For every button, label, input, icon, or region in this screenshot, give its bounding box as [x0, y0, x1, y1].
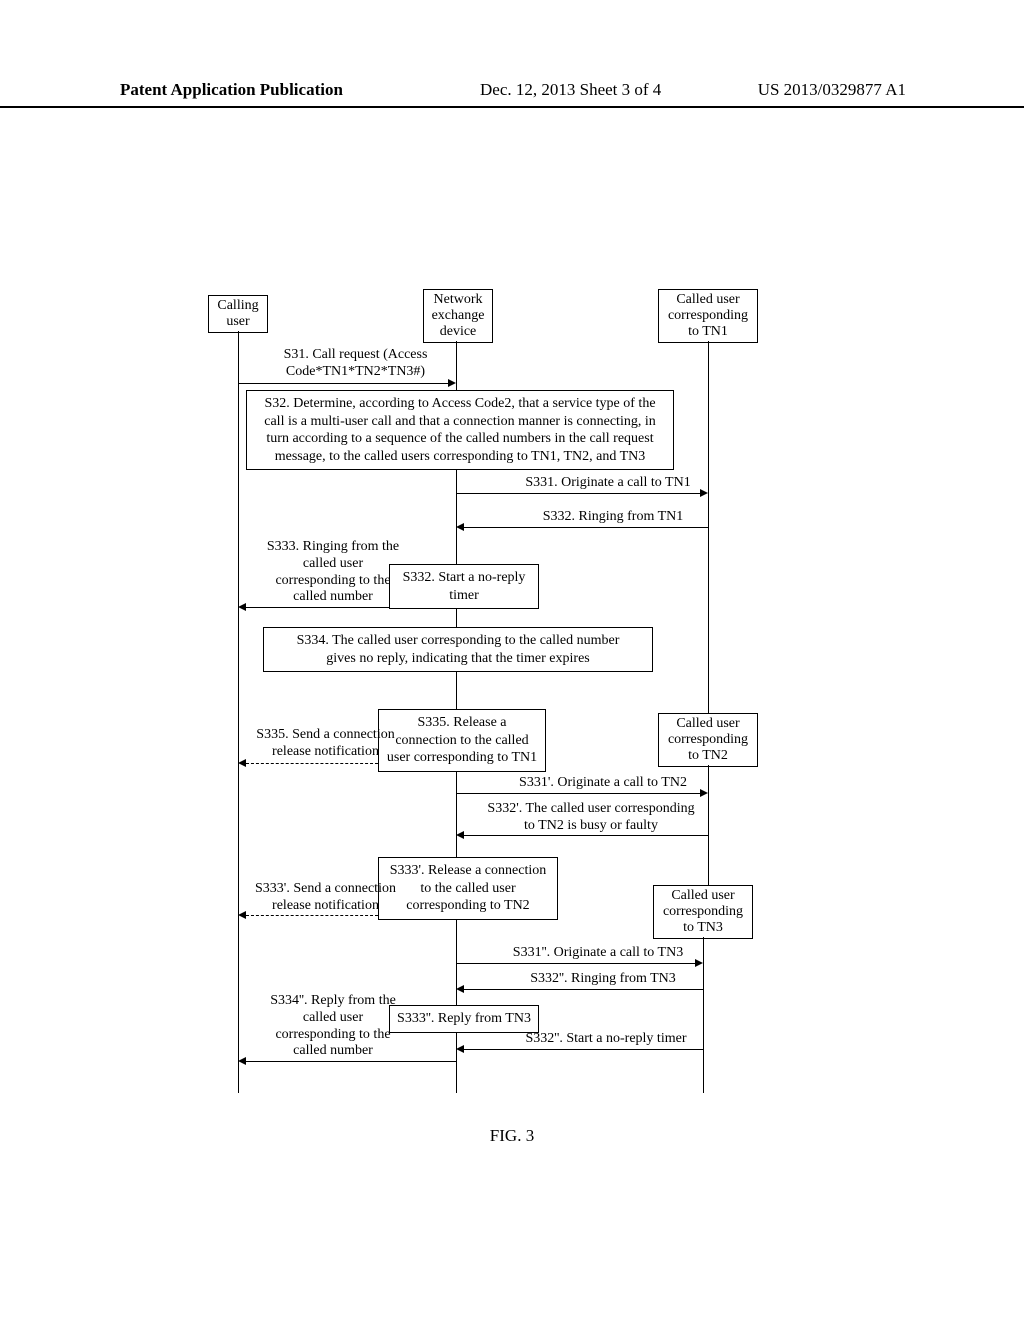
arrowhead-s31 — [448, 379, 456, 387]
arrow-s332pp-timer — [464, 1049, 703, 1050]
arrow-s332pp — [464, 989, 703, 990]
actor-calling-user: Callinguser — [208, 295, 268, 333]
arrow-s333p — [246, 915, 378, 916]
label-s331pp: S331''. Originate a call to TN3 — [493, 945, 703, 962]
label-s333p-msg: S333'. Send a connectionrelease notifica… — [243, 881, 408, 915]
label-s332: S332. Ringing from TN1 — [518, 509, 708, 526]
lifeline-tn3 — [703, 937, 704, 1093]
arrow-s331p — [456, 793, 700, 794]
arrow-s334pp — [246, 1061, 456, 1062]
arrowhead-s331 — [700, 489, 708, 497]
arrow-s31 — [238, 383, 448, 384]
sequence-diagram: Callinguser Networkexchangedevice Called… — [208, 295, 778, 1095]
label-s332pp-timer: S332''. Start a no-reply timer — [506, 1031, 706, 1048]
label-s31: S31. Call request (AccessCode*TN1*TN2*TN… — [258, 347, 453, 381]
actor-called-tn3: Called usercorrespondingto TN3 — [653, 885, 753, 939]
page-header: Patent Application Publication Dec. 12, … — [0, 80, 1024, 108]
header-right: US 2013/0329877 A1 — [758, 80, 906, 100]
arrow-s335 — [246, 763, 378, 764]
arrowhead-s334pp — [238, 1057, 246, 1065]
arrowhead-s333p — [238, 911, 246, 919]
box-s334: S334. The called user corresponding to t… — [263, 627, 653, 672]
figure-caption: FIG. 3 — [0, 1126, 1024, 1146]
label-s332pp: S332''. Ringing from TN3 — [508, 971, 698, 988]
page: Patent Application Publication Dec. 12, … — [0, 0, 1024, 1320]
arrowhead-s332pp — [456, 985, 464, 993]
lifeline-tn1 — [708, 341, 709, 713]
label-s331: S331. Originate a call to TN1 — [508, 475, 708, 492]
box-s332-timer: S332. Start a no-replytimer — [389, 564, 539, 609]
actor-called-tn1: Called usercorrespondingto TN1 — [658, 289, 758, 343]
actor-called-tn2: Called usercorrespondingto TN2 — [658, 713, 758, 767]
arrow-s331 — [456, 493, 700, 494]
arrowhead-s335 — [238, 759, 246, 767]
arrowhead-s331pp — [695, 959, 703, 967]
arrow-s332p — [464, 835, 708, 836]
arrowhead-s333 — [238, 603, 246, 611]
arrow-s332 — [464, 527, 708, 528]
label-s331p: S331'. Originate a call to TN2 — [498, 775, 708, 792]
box-s333pp: S333''. Reply from TN3 — [389, 1005, 539, 1033]
arrowhead-s331p — [700, 789, 708, 797]
arrowhead-s332 — [456, 523, 464, 531]
actor-network-device: Networkexchangedevice — [423, 289, 493, 343]
header-mid: Dec. 12, 2013 Sheet 3 of 4 — [480, 80, 661, 100]
label-s332p: S332'. The called user correspondingto T… — [466, 801, 716, 835]
lifeline-calling-user — [238, 331, 239, 1093]
label-s335-msg: S335. Send a connectionrelease notificat… — [243, 727, 408, 761]
arrowhead-s332p — [456, 831, 464, 839]
header-left: Patent Application Publication — [120, 80, 343, 100]
arrow-s331pp — [456, 963, 695, 964]
arrowhead-s332pp-timer — [456, 1045, 464, 1053]
box-s32: S32. Determine, according to Access Code… — [246, 390, 674, 470]
